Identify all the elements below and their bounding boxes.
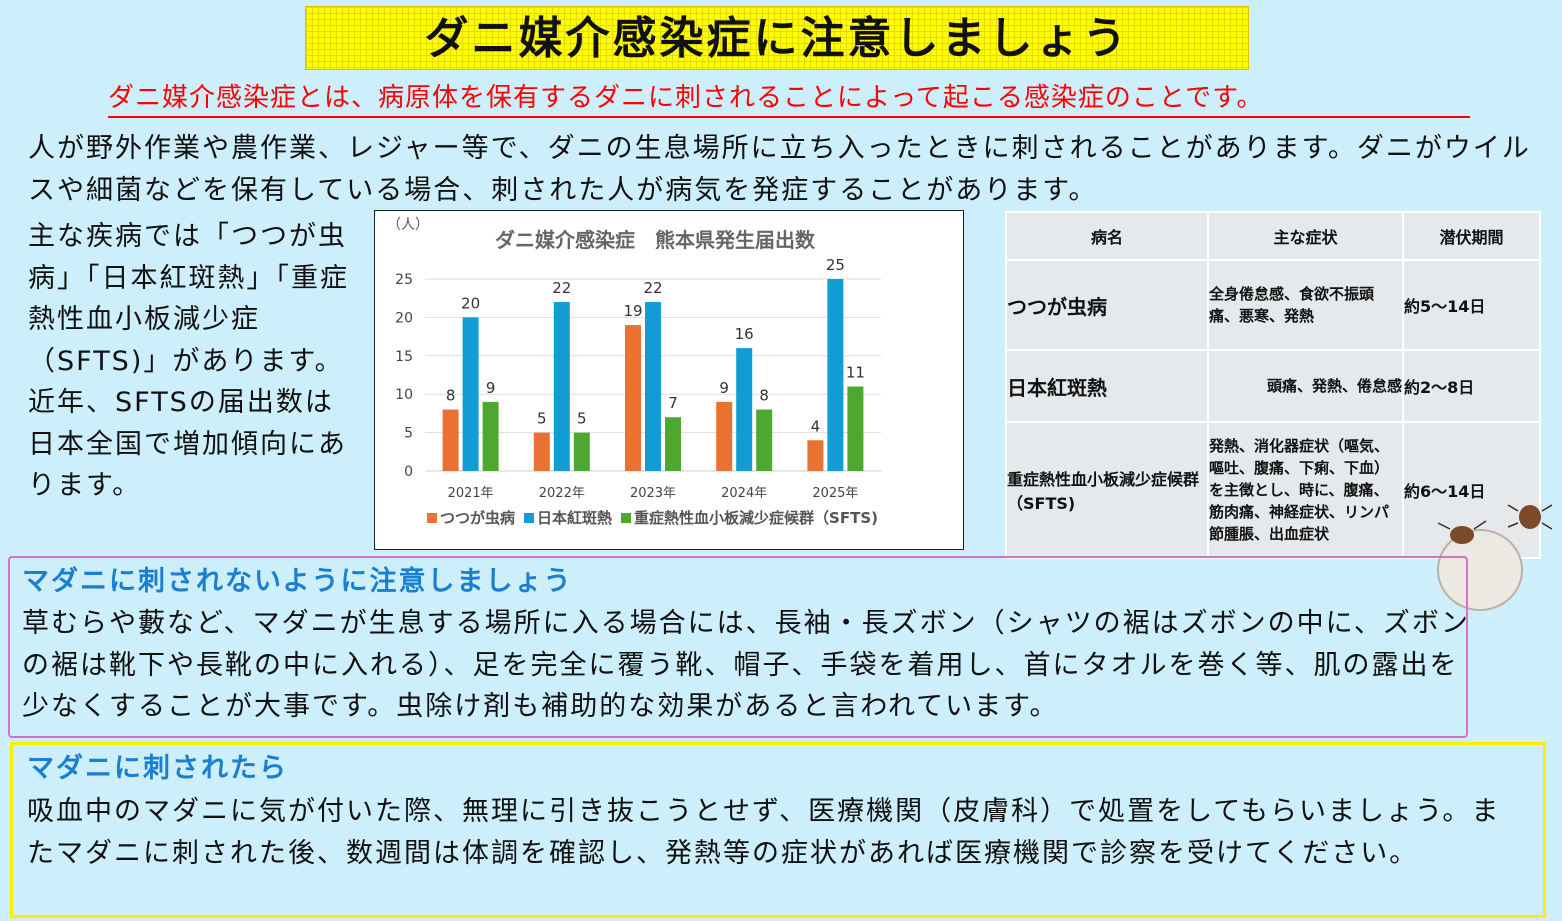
bar-1 [533, 432, 550, 471]
table-row: つつが虫病 全身倦怠感、食欲不振頭痛、悪寒、発熱 約5～14日 [1007, 261, 1539, 349]
data-label: 4 [811, 417, 821, 435]
bar-2 [462, 317, 479, 471]
table-row: 重症熱性血小板減少症候群（SFTS) 発熱、消化器症状（嘔気、嘔吐、腹痛、下痢、… [1007, 423, 1539, 557]
bitten-section: マダニに刺されたら 吸血中のマダニに気が付いた際、無理に引き抜こうとせず、医療機… [10, 742, 1546, 918]
data-label: 9 [719, 379, 729, 397]
x-tick-label: 2024年 [721, 486, 767, 501]
data-label: 8 [446, 387, 456, 405]
data-label: 5 [577, 410, 587, 428]
y-axis-unit: （人） [387, 217, 429, 233]
disease-name: 重症熱性血小板減少症候群（SFTS) [1007, 423, 1207, 557]
disease-name: 日本紅斑熱 [1007, 351, 1207, 421]
y-tick-label: 20 [395, 310, 413, 326]
prevention-heading: マダニに刺されないように注意しましょう [22, 566, 573, 597]
data-label: 9 [486, 379, 496, 397]
prevention-section: マダニに刺されないように注意しましょう 草むらや藪など、マダニが生息する場所に入… [8, 556, 1468, 738]
legend-label: 重症熱性血小板減少症候群（SFTS) [634, 509, 878, 527]
bar-3 [665, 417, 681, 471]
legend-swatch [427, 513, 437, 523]
bar-3 [847, 386, 864, 471]
data-label: 16 [735, 325, 754, 343]
table-row: 日本紅斑熱 頭痛、発熱、倦怠感 約2～8日 [1007, 351, 1539, 421]
page-title: ダニ媒介感染症に注意しましょう [305, 6, 1249, 70]
data-label: 8 [759, 387, 769, 405]
bar-3 [756, 409, 773, 471]
chart-svg: （人） ダニ媒介感染症 熊本県発生届出数 0 5 10 15 20 25 2021年 8 20 9 20… [387, 217, 881, 527]
x-tick-label: 2025年 [812, 486, 858, 501]
x-tick-label: 2022年 [539, 486, 585, 501]
intro-text: 人が野外作業や農作業、レジャー等で、ダニの生息場所に立ち入ったときに刺されること… [28, 133, 1531, 206]
disease-symptoms: 頭痛、発熱、倦怠感 [1209, 351, 1402, 421]
prevention-body: 草むらや藪など、マダニが生息する場所に入る場合には、長袖・長ズボン（シャツの裾は… [22, 608, 1470, 722]
y-tick-label: 0 [404, 464, 413, 480]
data-label: 20 [461, 294, 480, 312]
bar-1 [625, 325, 641, 471]
bar-3 [573, 432, 590, 471]
disease-period: 約5～14日 [1404, 261, 1539, 349]
x-tick-label: 2023年 [630, 486, 676, 501]
bar-1 [716, 401, 733, 471]
x-tick-label: 2021年 [448, 486, 494, 501]
data-label: 22 [552, 279, 571, 297]
data-label: 11 [846, 364, 865, 382]
bitten-heading: マダニに刺されたら [27, 753, 288, 784]
bar-2 [553, 302, 570, 471]
chart-title: ダニ媒介感染症 熊本県発生届出数 [495, 228, 816, 252]
y-tick-label: 5 [404, 426, 413, 442]
disease-period: 約2～8日 [1404, 351, 1539, 421]
tick-illustration [1437, 504, 1553, 611]
bar-1 [807, 440, 824, 471]
disease-name: つつが虫病 [1007, 261, 1207, 349]
bar-3 [482, 401, 499, 471]
data-label: 5 [537, 410, 547, 428]
header-period: 潜伏期間 [1404, 213, 1539, 259]
y-tick-label: 10 [395, 387, 413, 403]
diseases-text: 主な疾病では「つつが虫病」「日本紅斑熱」「重症熱性血小板減少症（SFTS)」があ… [28, 221, 349, 501]
bitten-body: 吸血中のマダニに気が付いた際、無理に引き抜こうとせず、医療機関（皮膚科）で処置を… [27, 796, 1501, 869]
legend-swatch [621, 513, 632, 523]
bar-2 [736, 348, 753, 471]
bar-2 [645, 302, 661, 471]
legend-label: つつが虫病 [440, 509, 515, 527]
header-symptoms: 主な症状 [1209, 213, 1402, 259]
subtitle: ダニ媒介感染症とは、病原体を保有するダニに刺されることによって起こる感染症のこと… [108, 80, 1470, 118]
bar-chart: （人） ダニ媒介感染症 熊本県発生届出数 0 5 10 15 20 25 2021年 8 20 9 20… [374, 210, 964, 550]
legend-swatch [524, 513, 535, 523]
table-header-row: 病名 主な症状 潜伏期間 [1007, 213, 1539, 259]
data-label: 19 [623, 302, 642, 320]
data-label: 22 [643, 279, 662, 297]
y-tick-label: 15 [395, 349, 413, 365]
disease-table: 病名 主な症状 潜伏期間 つつが虫病 全身倦怠感、食欲不振頭痛、悪寒、発熱 約5… [1005, 211, 1541, 559]
bar-1 [442, 409, 459, 471]
legend-label: 日本紅斑熱 [537, 509, 612, 527]
header-name: 病名 [1007, 213, 1207, 259]
data-label: 25 [826, 256, 845, 274]
y-tick-label: 25 [395, 272, 413, 288]
bar-2 [827, 279, 844, 471]
disease-symptoms: 全身倦怠感、食欲不振頭痛、悪寒、発熱 [1209, 261, 1402, 349]
data-label: 7 [668, 394, 678, 412]
disease-symptoms: 発熱、消化器症状（嘔気、嘔吐、腹痛、下痢、下血）を主徴とし、時に、腹痛、筋肉痛、… [1209, 423, 1402, 557]
